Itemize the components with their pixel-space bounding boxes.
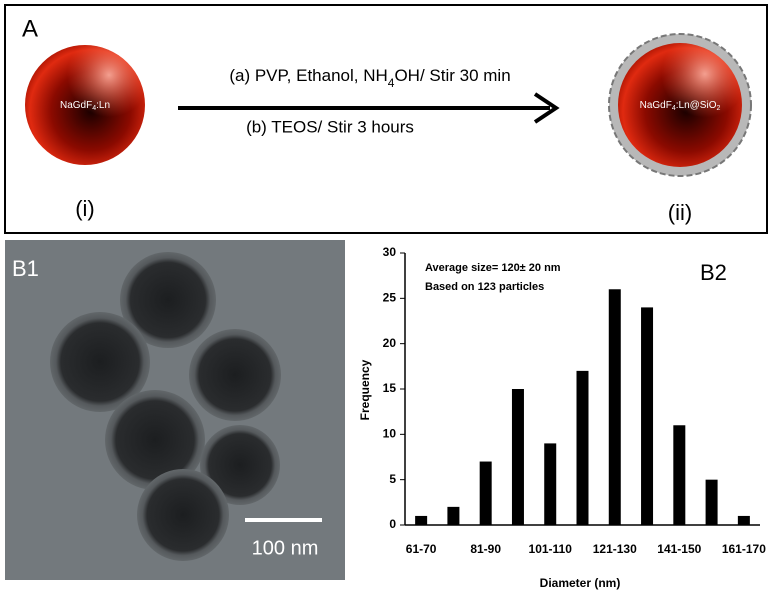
label-i: (i) <box>75 196 95 221</box>
x-tick-label: 141-150 <box>657 542 701 556</box>
x-tick-label: 101-110 <box>529 542 573 556</box>
bar <box>705 479 718 525</box>
panel-label: A <box>22 15 38 42</box>
annotation: Average size= 120± 20 nm <box>425 262 561 274</box>
x-axis-label: Diameter (nm) <box>540 576 621 590</box>
bar <box>511 389 524 525</box>
annotation: Based on 123 particles <box>425 281 544 293</box>
y-tick-label: 0 <box>389 517 396 531</box>
highlight <box>618 43 742 167</box>
y-tick-label: 20 <box>383 336 397 350</box>
label-ii: (ii) <box>668 200 692 225</box>
bar <box>415 515 428 525</box>
panel-label: B2 <box>700 260 727 285</box>
histogram: 0 5 10 15 20 25 30 61-70 81-90 101-110 121-130 141-… <box>383 245 767 556</box>
bar <box>641 307 654 525</box>
x-tick-label: 81-90 <box>470 542 501 556</box>
bar <box>544 443 557 525</box>
y-tick-label: 5 <box>389 472 396 486</box>
y-tick-label: 30 <box>383 245 397 259</box>
coated-label: NaGdF4:Ln@SiO2 <box>640 100 721 113</box>
bar <box>608 289 621 525</box>
y-axis-label: Frequency <box>358 359 372 420</box>
step-b: (b) TEOS/ Stir 3 hours <box>246 117 414 136</box>
bar <box>479 461 492 525</box>
x-tick-label: 121-130 <box>593 542 637 556</box>
y-tick-label: 10 <box>383 427 397 441</box>
bar <box>673 425 686 525</box>
highlight <box>25 45 145 165</box>
panel-label: B1 <box>12 256 39 281</box>
y-tick-label: 25 <box>383 291 397 305</box>
bar <box>737 515 750 525</box>
x-tick-label: 161-170 <box>722 542 766 556</box>
arrow-head <box>533 92 560 124</box>
y-tick-label: 15 <box>383 381 397 395</box>
bar <box>447 506 460 525</box>
particles <box>50 252 281 561</box>
core-label: NaGdF4:Ln <box>60 100 110 113</box>
x-tick-label: 61-70 <box>406 542 437 556</box>
scale-label: 100 nm <box>252 537 319 559</box>
bar <box>576 370 589 525</box>
step-a: (a) PVP, Ethanol, NH4OH/ Stir 30 min <box>229 66 510 90</box>
